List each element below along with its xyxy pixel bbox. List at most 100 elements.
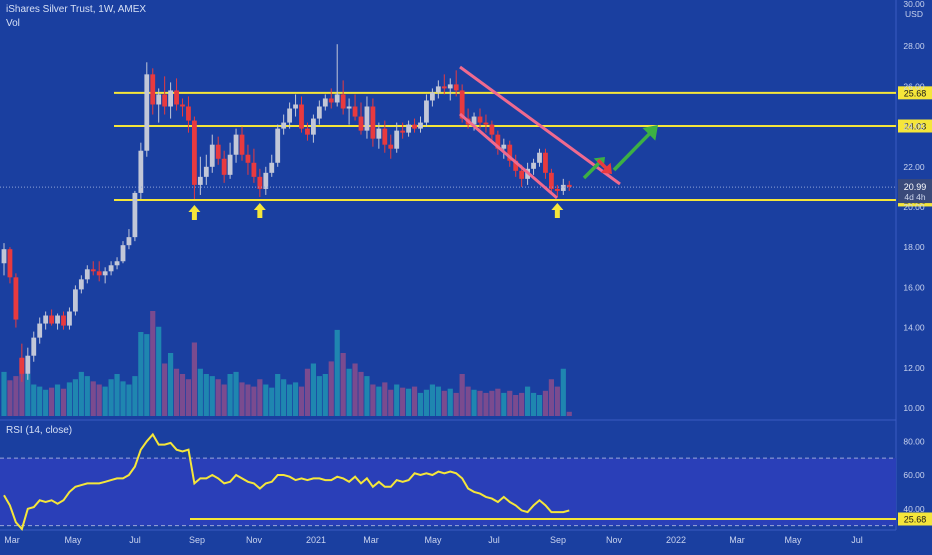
candle-body[interactable] [322,98,328,107]
candle-body[interactable] [501,144,507,149]
candle-body[interactable] [227,154,233,175]
candle-body[interactable] [31,337,37,356]
candle-body[interactable] [61,315,66,326]
candle-body[interactable] [305,128,310,135]
candle-body[interactable] [400,130,406,133]
candle-body[interactable] [560,184,566,191]
candle-body[interactable] [96,271,102,276]
candle-body[interactable] [215,144,221,159]
bullish-arrow-long[interactable] [612,125,658,172]
candle-body[interactable] [370,106,376,139]
candle-body[interactable] [441,86,447,89]
candle-body[interactable] [186,106,191,121]
candle-body[interactable] [13,277,19,320]
candle-body[interactable] [90,269,96,272]
candle-body[interactable] [150,74,156,105]
candle-body[interactable] [174,90,179,105]
candle-body[interactable] [293,104,298,109]
candle-body[interactable] [388,144,394,149]
candle-body[interactable] [382,128,388,145]
candle-body[interactable] [43,315,49,324]
candle-body[interactable] [346,106,352,109]
candle-body[interactable] [507,144,513,161]
candle-body[interactable] [311,118,316,135]
candle-body[interactable] [132,192,138,238]
support-up-arrow[interactable] [188,204,201,220]
candle-body[interactable] [299,104,304,129]
candle-body[interactable] [287,108,292,123]
candle-body[interactable] [239,134,245,155]
candle-body[interactable] [531,162,536,169]
candle-body[interactable] [209,144,215,167]
candle-body[interactable] [275,128,281,163]
candle-body[interactable] [251,162,257,177]
candle-body[interactable] [424,100,429,123]
candle-body[interactable] [459,90,465,119]
candle-body[interactable] [543,152,548,173]
candle-body[interactable] [566,184,572,188]
candle-body[interactable] [340,94,346,109]
candle-body[interactable] [102,271,108,276]
candle-body[interactable] [156,94,162,105]
channel-lower-line[interactable] [459,112,558,200]
bearish-arrow-short[interactable] [596,158,612,174]
candle-body[interactable] [78,279,84,290]
candle-body[interactable] [519,170,525,179]
candle-body[interactable] [471,116,477,125]
candle-body[interactable] [549,172,554,189]
candle-body[interactable] [192,120,197,185]
candle-body[interactable] [108,265,114,272]
support-up-arrow[interactable] [253,202,266,218]
candle-body[interactable] [554,188,560,191]
candle-body[interactable] [376,128,382,139]
candle-body[interactable] [168,90,173,107]
candle-body[interactable] [435,86,441,93]
candle-body[interactable] [19,357,25,374]
candle-body[interactable] [418,122,423,129]
candle-body[interactable] [221,158,227,175]
candle-body[interactable] [483,122,489,125]
candle-body[interactable] [453,84,459,91]
candle-body[interactable] [138,150,144,193]
rsi-panel[interactable]: 25.68 [0,432,932,532]
channel-upper-line[interactable] [459,65,621,186]
candle-body[interactable] [197,176,203,185]
candle-body[interactable] [84,269,90,280]
candle-body[interactable] [430,92,435,101]
candle-body[interactable] [1,249,7,264]
candle-body[interactable] [257,176,263,189]
candle-body[interactable] [49,315,54,324]
candle-body[interactable] [489,124,495,135]
candle-body[interactable] [203,166,209,177]
candle-body[interactable] [144,74,150,151]
candle-body[interactable] [316,106,322,119]
candle-body[interactable] [245,154,251,163]
candle-body[interactable] [180,104,185,107]
candle-body[interactable] [233,134,239,155]
candle-body[interactable] [55,315,60,324]
candle-body[interactable] [281,122,287,129]
candle-body[interactable] [394,130,400,149]
candle-body[interactable] [495,134,501,149]
candle-body[interactable] [406,124,411,133]
candle-body[interactable] [162,94,168,107]
candle-body[interactable] [513,160,519,171]
candle-body[interactable] [67,311,72,326]
candle-body[interactable] [126,237,132,246]
candle-body[interactable] [120,245,126,262]
candle-body[interactable] [328,98,334,103]
candle-body[interactable] [37,323,43,338]
candle-body[interactable] [114,261,120,266]
support-up-arrow[interactable] [551,202,564,218]
candle-body[interactable] [334,94,340,103]
candle-body[interactable] [358,116,364,131]
candle-body[interactable] [477,116,483,123]
candle-body[interactable] [412,124,417,129]
candle-body[interactable] [537,152,542,163]
candle-body[interactable] [269,162,275,173]
candle-body[interactable] [447,84,453,89]
